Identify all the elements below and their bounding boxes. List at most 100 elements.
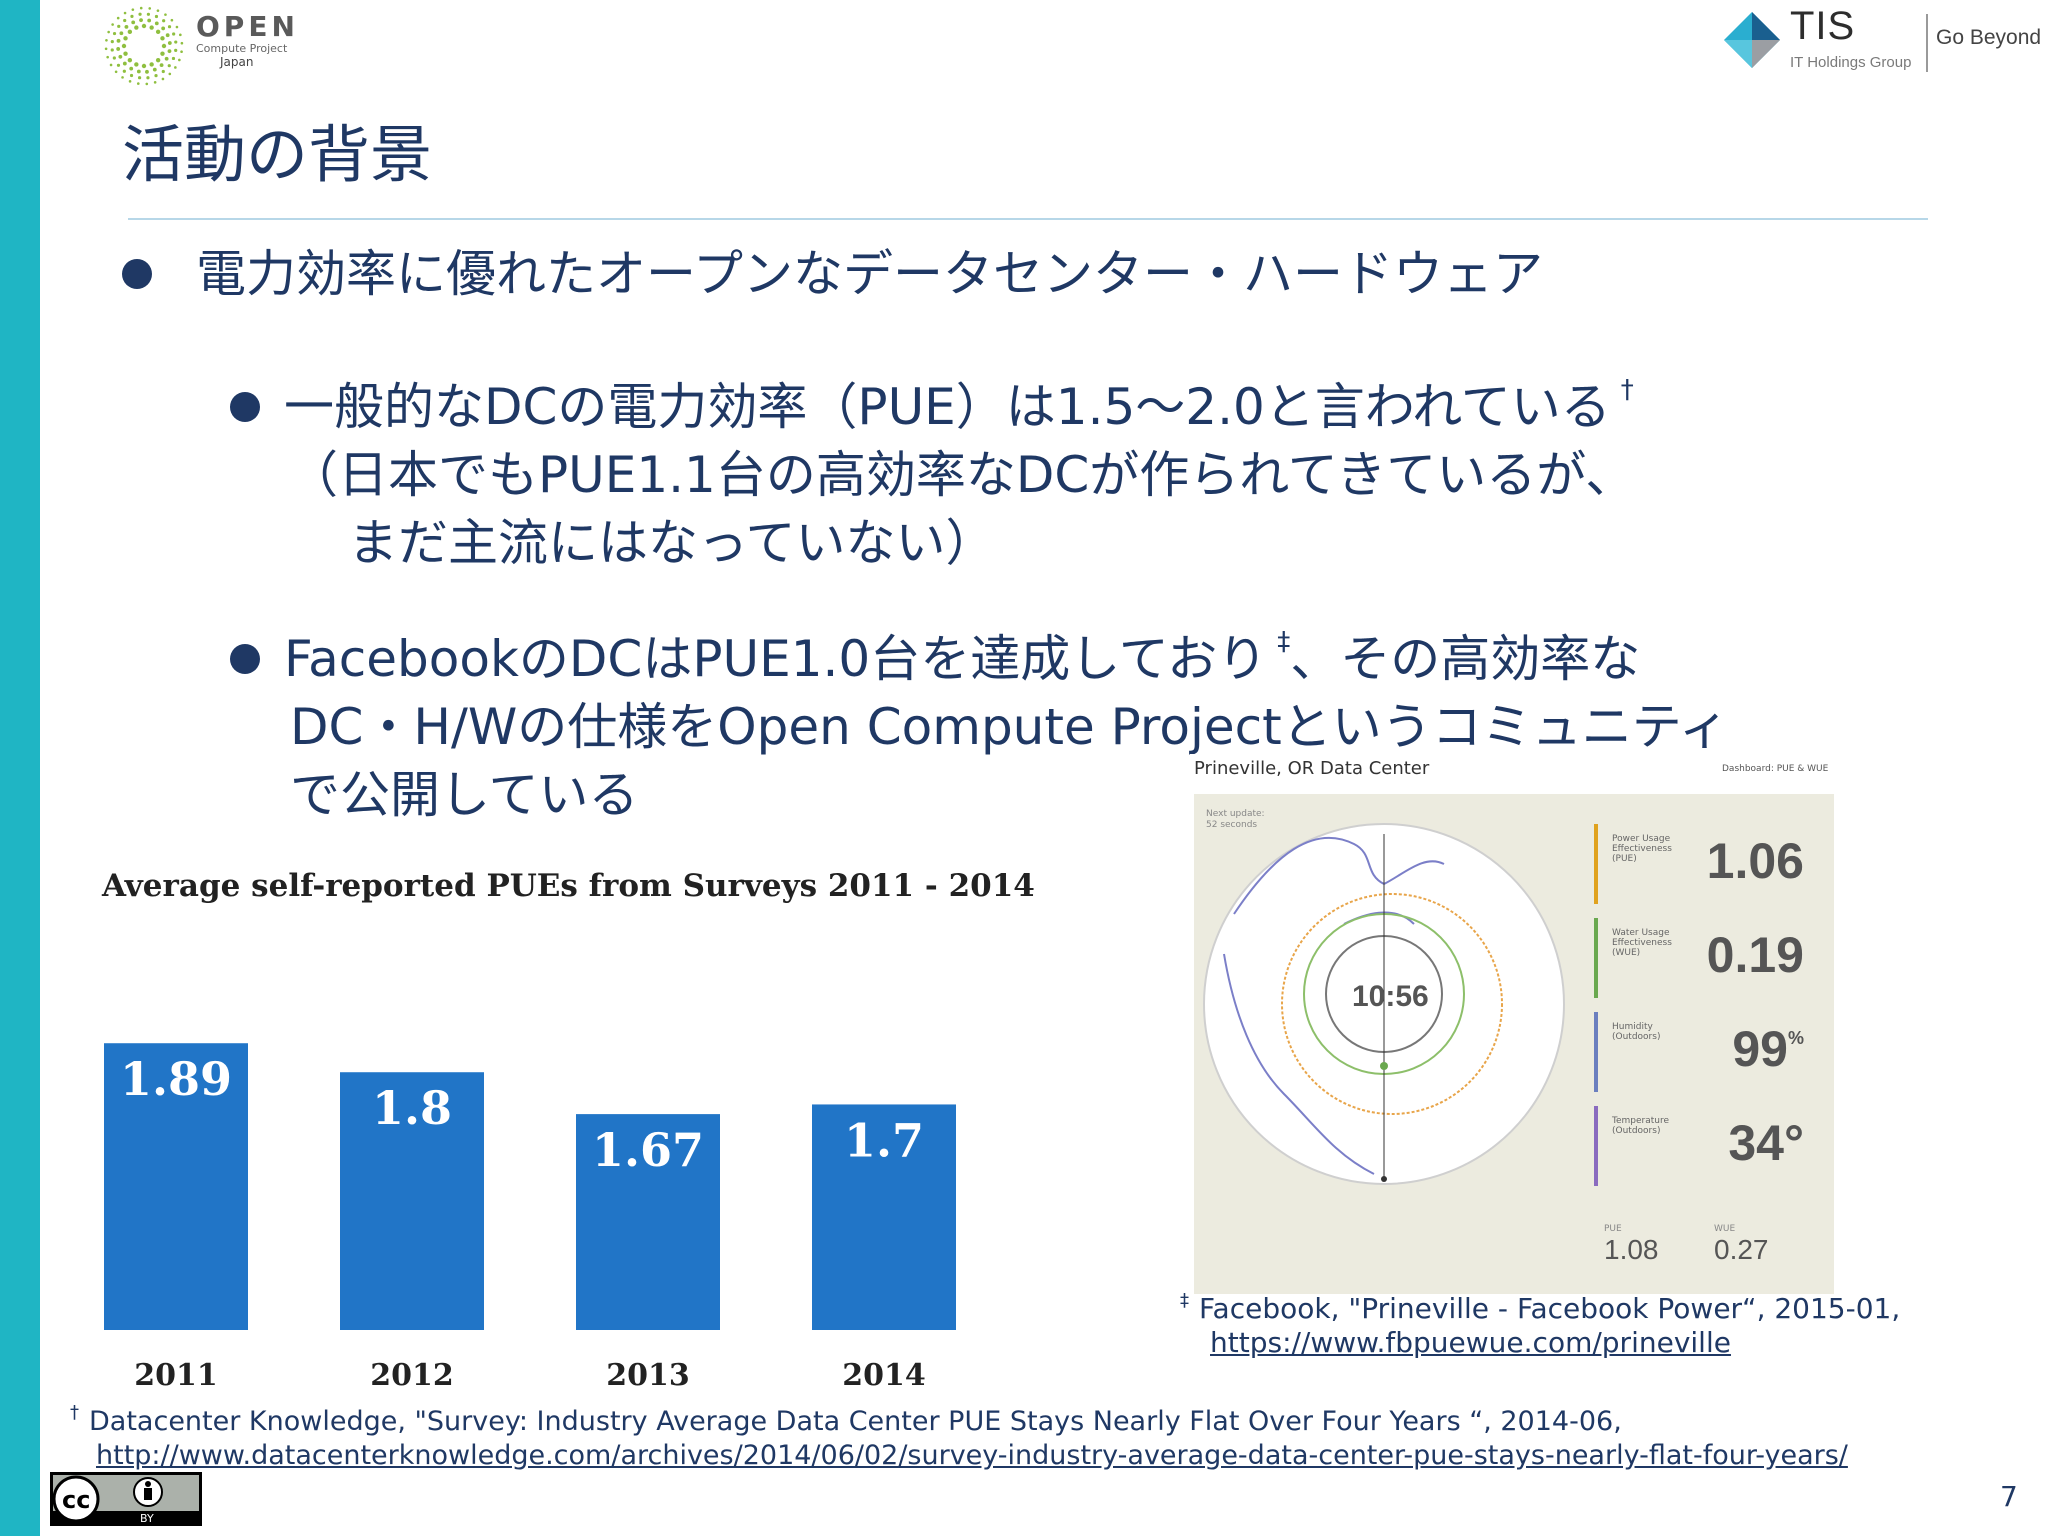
sunburst-dot <box>105 38 108 42</box>
dashboard-clock: 10:56 <box>1352 980 1429 1013</box>
sunburst-dot <box>178 58 181 62</box>
sunburst-dot <box>161 77 165 81</box>
sunburst-dot <box>129 73 134 78</box>
bullet-dot-icon <box>230 391 260 422</box>
sunburst-dot <box>123 11 127 15</box>
sunburst-dot <box>154 74 158 78</box>
sunburst-dot <box>141 63 147 69</box>
cc-icon: cc <box>62 1486 90 1514</box>
sunburst-dot <box>149 25 154 30</box>
sunburst-dot <box>174 40 178 44</box>
footnote-facebook: ‡ Facebook, "Prineville - Facebook Power“… <box>1180 1284 1900 1360</box>
bottom-wue: WUE 0.27 <box>1714 1224 1814 1266</box>
sunburst-dot <box>131 8 135 11</box>
sunburst-dot <box>154 14 159 19</box>
ocp-subtitle: Compute Project <box>196 42 288 55</box>
dashboard-metric: Water Usage Effectiveness (WUE) 0.19 <box>1594 918 1824 998</box>
metric-value: 99% <box>1732 1021 1804 1077</box>
dashboard-metric: Temperature (Outdoors) 34° <box>1594 1106 1824 1186</box>
bullet-l2a-line2: （日本でもPUE1.1台の高効率なDCが作られてきているが、 <box>288 446 1636 504</box>
sunburst-dot <box>139 6 143 10</box>
sunburst-dot <box>147 18 152 23</box>
sunburst-dot <box>106 55 109 59</box>
footnote-facebook-link[interactable]: https://www.fbpuewue.com/prineville <box>1210 1326 1731 1359</box>
sunburst-dot <box>123 18 127 23</box>
sunburst-dot <box>167 49 172 54</box>
sunburst-dot <box>146 76 150 80</box>
bar-2012 <box>340 1072 484 1330</box>
footnote-mark: † <box>70 1402 79 1423</box>
sunburst-dot <box>128 80 132 83</box>
sunburst-dot <box>107 30 110 34</box>
metric-color-bar <box>1594 1012 1598 1092</box>
tis-name: TIS <box>1790 4 1856 48</box>
sunburst-dot <box>161 69 165 74</box>
sunburst-dot <box>121 76 124 79</box>
sunburst-dot <box>112 56 116 60</box>
bottom-pue-value: 1.08 <box>1604 1234 1659 1265</box>
sunburst-dot <box>165 33 170 38</box>
tis-slogan: Go Beyond <box>1936 26 2042 49</box>
sunburst-dot <box>162 19 166 23</box>
bullet-dot-icon <box>122 258 152 289</box>
page-number: 7 <box>2000 1480 2018 1513</box>
metric-color-bar <box>1594 824 1598 904</box>
tis-group: IT Holdings Group <box>1790 54 1912 71</box>
dashboard-metric: Power Usage Effectiveness (PUE) 1.06 <box>1594 824 1824 904</box>
sunburst-dot <box>104 47 108 51</box>
prineville-dashboard: Prineville, OR Data Center Dashboard: PU… <box>1190 754 1840 1294</box>
sunburst-dot <box>129 66 134 71</box>
sunburst-dot <box>160 36 165 41</box>
metric-color-bar <box>1594 918 1598 998</box>
footnote-datacenter-text: Datacenter Knowledge, "Survey: Industry … <box>89 1406 1622 1437</box>
bar-value-label: 1.67 <box>592 1123 704 1177</box>
sunburst-dot <box>121 43 127 49</box>
sunburst-dot <box>156 9 160 12</box>
sunburst-dot <box>152 67 157 72</box>
sunburst-dot <box>180 41 184 45</box>
sunburst-dot <box>116 47 121 51</box>
sunburst-dot <box>168 72 172 76</box>
metric-value: 0.19 <box>1706 927 1804 983</box>
sunburst-dot <box>130 14 134 18</box>
bottom-wue-value: 0.27 <box>1714 1234 1769 1265</box>
sunburst-dot <box>122 69 126 73</box>
by-label: BY <box>140 1512 154 1525</box>
sunburst-dot <box>175 25 179 29</box>
footnote-facebook-text: Facebook, "Prineville - Facebook Power“,… <box>1199 1292 1901 1325</box>
bullet-l2a-line3: まだ主流にはなっていない） <box>348 514 996 572</box>
category-label: 2014 <box>842 1358 926 1393</box>
next-update-label: Next update: 52 seconds <box>1206 809 1265 830</box>
dashboard-title: Prineville, OR Data Center <box>1194 758 1430 779</box>
sunburst-dot <box>114 70 118 74</box>
sunburst-dot <box>116 16 120 20</box>
bar-value-label: 1.7 <box>844 1113 924 1167</box>
sunburst-dot <box>127 57 133 63</box>
sunburst-dot <box>164 56 169 61</box>
sunburst-dot <box>179 33 182 37</box>
tis-logo: TIS IT Holdings Group Go Beyond <box>1718 4 2048 78</box>
bullet-l2a-line1: 一般的なDCの電力効率（PUE）は1.5～2.0と言われている <box>284 378 1611 436</box>
dagger-mark: † <box>1620 375 1634 405</box>
sunburst-dot <box>110 39 114 44</box>
sunburst-dot <box>161 43 167 49</box>
sunburst-dot <box>136 69 141 74</box>
dashboard-tag: Dashboard: PUE & WUE <box>1722 764 1829 774</box>
sunburst-dot <box>124 24 129 29</box>
sunburst-dot <box>153 81 157 84</box>
sunburst-dot <box>134 62 139 67</box>
category-label: 2013 <box>606 1358 690 1393</box>
sunburst-dot <box>116 38 121 43</box>
bottom-pue: PUE 1.08 <box>1604 1224 1704 1266</box>
footnote-datacenter: † Datacenter Knowledge, "Survey: Industry… <box>70 1396 1848 1473</box>
sunburst-dot <box>136 82 140 85</box>
side-accent-bar <box>0 0 40 1536</box>
footnote-datacenter-link[interactable]: http://www.datacenterknowledge.com/archi… <box>96 1440 1848 1471</box>
sunburst-dot <box>116 63 121 67</box>
bullet-level1: 電力効率に優れたオープンなデータセンター・ハードウェア <box>122 240 1543 308</box>
sunburst-dot <box>109 63 113 67</box>
sunburst-dot <box>146 12 151 16</box>
double-dagger-mark: ‡ <box>1277 627 1291 657</box>
tis-divider <box>1926 14 1928 72</box>
cc-by-license-badge: cc BY <box>50 1472 202 1526</box>
